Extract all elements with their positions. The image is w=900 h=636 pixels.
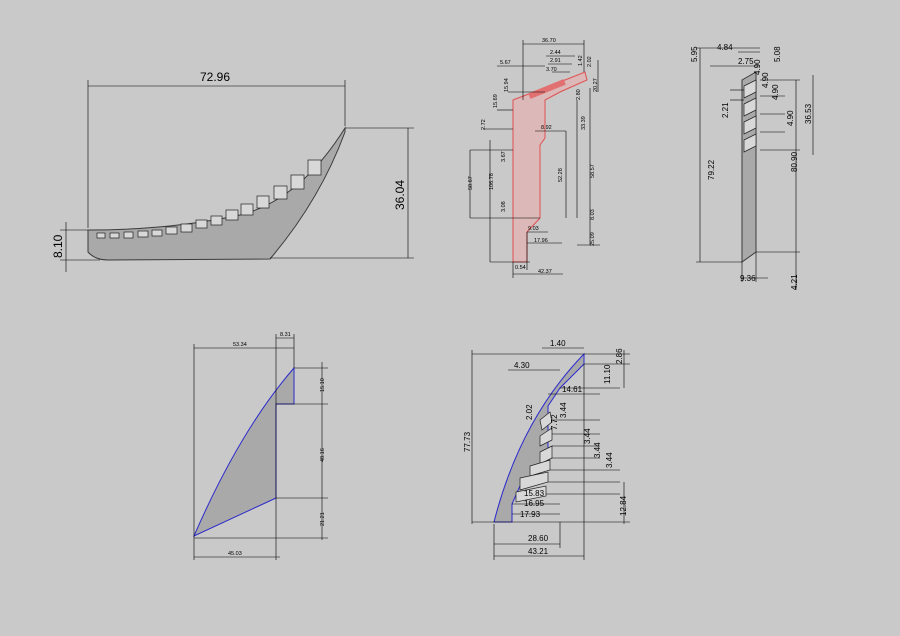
section-dim-15-94: 15.94 — [504, 78, 510, 92]
front-right-dim-2-02: 2.02 — [525, 404, 534, 420]
edge-dim-80-90: 80.90 — [790, 151, 799, 172]
edge-view-labels: 5.95 4.84 5.08 2.75 4.90 4.90 4.90 2.21 … — [690, 43, 813, 290]
section-dim-36-70: 36.70 — [542, 38, 556, 44]
section-dim-9-03: 9.03 — [528, 226, 539, 232]
section-dim-42-37: 42.37 — [538, 269, 552, 275]
section-dim-50-67: 50.67 — [468, 176, 474, 190]
side-view-height-dimension: 36.04 — [393, 180, 407, 210]
front-right-dim-2-86: 2.86 — [615, 348, 624, 364]
front-right-dim-15-83: 15.83 — [524, 489, 545, 498]
section-view-labels: 36.70 2.44 2.91 3.70 1.42 2.02 5.67 15.9… — [468, 38, 599, 275]
section-view: 36.70 2.44 2.91 3.70 1.42 2.02 5.67 15.9… — [468, 38, 600, 278]
front-left-view: 8.31 53.34 15.10 48.16 21.21 45.03 — [193, 332, 328, 560]
section-dim-25-09: 25.09 — [590, 232, 596, 246]
section-dim-2-91: 2.91 — [550, 58, 561, 64]
front-right-dim-43-21: 43.21 — [528, 547, 549, 556]
section-dim-2-02: 2.02 — [587, 56, 593, 67]
section-dim-2-44: 2.44 — [550, 50, 561, 56]
front-right-slots — [515, 411, 553, 503]
front-right-dim-16-95: 16.95 — [524, 499, 545, 508]
section-dim-1-42: 1.42 — [578, 55, 584, 66]
edge-dim-2-75: 2.75 — [738, 57, 754, 66]
side-view-base-dimension: 8.10 — [51, 234, 65, 258]
side-view-width-dimension: 72.96 — [200, 70, 230, 84]
section-dim-3-08: 3.08 — [501, 201, 507, 212]
edge-dim-5-08: 5.08 — [773, 46, 782, 62]
front-right-dim-7-72: 7.72 — [550, 414, 559, 430]
section-dim-5-67: 5.67 — [500, 60, 511, 66]
front-right-dim-17-93: 17.93 — [520, 510, 541, 519]
section-view-dimension-lines — [469, 40, 600, 278]
front-right-dim-4-30: 4.30 — [514, 361, 530, 370]
front-right-dim-11-10: 11.10 — [603, 364, 612, 384]
front-right-dim-3-44-d: 3.44 — [605, 452, 614, 468]
section-dim-20-27: 20.27 — [593, 78, 599, 92]
section-dim-3-70: 3.70 — [546, 67, 557, 73]
front-left-dim-15-10: 15.10 — [320, 378, 326, 392]
section-dim-0-54: 0.54 — [515, 265, 526, 271]
edge-view: 5.95 4.84 5.08 2.75 4.90 4.90 4.90 2.21 … — [690, 43, 814, 290]
edge-view-dimension-lines — [696, 47, 814, 290]
front-left-labels: 8.31 53.34 15.10 48.16 21.21 45.03 — [228, 332, 326, 557]
side-view-dimension-lines — [60, 80, 414, 272]
side-view-body — [87, 126, 346, 261]
front-right-dim-28-60: 28.60 — [528, 534, 549, 543]
front-left-dim-53-34: 53.34 — [233, 342, 247, 348]
edge-dim-2-21: 2.21 — [721, 102, 730, 118]
edge-dim-4-90-b: 4.90 — [761, 72, 770, 88]
front-right-dim-3-44-a: 3.44 — [559, 402, 568, 418]
edge-dim-4-21: 4.21 — [790, 274, 799, 290]
edge-dim-4-90-a: 4.90 — [753, 59, 762, 75]
front-right-dim-1-40: 1.40 — [550, 339, 566, 348]
front-left-dim-21-21: 21.21 — [320, 512, 326, 526]
side-view: 72.96 36.04 8.10 — [51, 70, 414, 272]
edge-dim-4-84: 4.84 — [717, 43, 733, 52]
front-right-dimension-lines — [471, 347, 630, 560]
front-left-dim-48-16: 48.16 — [320, 448, 326, 462]
edge-dim-79-22: 79.22 — [707, 159, 716, 180]
section-dim-8-92: 8.92 — [541, 125, 552, 131]
section-dim-3-67: 3.67 — [501, 151, 507, 162]
section-dim-8-03: 8.03 — [590, 209, 596, 220]
front-right-dim-77-73: 77.73 — [463, 431, 472, 452]
section-dim-2-72: 2.72 — [481, 119, 487, 130]
section-dim-58-57: 58.57 — [590, 164, 596, 178]
edge-dim-5-95: 5.95 — [690, 46, 699, 62]
front-right-dim-3-44-c: 3.44 — [593, 442, 602, 458]
section-dim-17-96: 17.96 — [534, 238, 548, 244]
front-left-dim-45-03: 45.03 — [228, 551, 242, 557]
front-left-body — [193, 366, 295, 538]
front-right-labels: 1.40 2.86 4.30 11.10 14.61 2.02 7.72 3.4… — [463, 339, 628, 556]
edge-dim-9-36: 9.36 — [740, 274, 756, 283]
section-dim-15-69: 15.69 — [493, 94, 499, 108]
front-left-dimension-lines — [193, 334, 328, 560]
side-view-slots — [96, 159, 322, 239]
front-right-dim-3-44-b: 3.44 — [583, 428, 592, 444]
edge-dim-36-53: 36.53 — [804, 103, 813, 124]
section-dim-2-80: 2.80 — [576, 89, 582, 100]
front-right-dim-12-84: 12.84 — [619, 495, 628, 516]
section-view-label-tag — [528, 79, 566, 99]
section-dim-106-78: 106.78 — [489, 173, 495, 190]
edge-dim-4-90-d: 4.90 — [786, 110, 795, 126]
front-left-dim-8-31: 8.31 — [280, 332, 291, 338]
section-dim-52-28: 52.28 — [558, 168, 564, 182]
section-dim-33-39: 33.39 — [581, 116, 587, 130]
front-right-dim-14-61: 14.61 — [562, 385, 583, 394]
front-right-view: 1.40 2.86 4.30 11.10 14.61 2.02 7.72 3.4… — [463, 339, 630, 560]
edge-dim-4-90-c: 4.90 — [771, 84, 780, 100]
edge-view-slots — [743, 79, 757, 153]
